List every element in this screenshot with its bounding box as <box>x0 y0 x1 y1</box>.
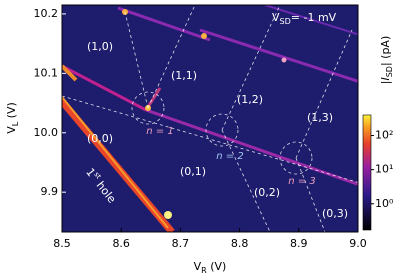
x-axis-title: VR (V) <box>194 260 227 275</box>
triple-point <box>281 57 287 63</box>
triple-point <box>201 33 207 39</box>
y-tick-label: 9.9 <box>41 185 59 198</box>
x-tick-label: 8.5 <box>53 237 71 250</box>
y-tick-label: 10.2 <box>34 7 59 20</box>
ylabel-sub: L <box>11 121 20 126</box>
region-label: (0,3) <box>322 207 348 220</box>
transition-line <box>62 64 78 82</box>
region-label: (0,1) <box>180 165 206 178</box>
y-tick-label: 10.1 <box>34 66 59 79</box>
xlabel-main: V <box>194 260 202 273</box>
ylabel-main: V <box>5 126 18 134</box>
colorbar <box>362 114 372 231</box>
transition-line <box>145 108 358 186</box>
colorbar-tick-label: 10² <box>375 129 393 142</box>
region-label: (0,0) <box>87 132 113 145</box>
guide-line <box>221 129 271 232</box>
ylabel-unit: (V) <box>5 102 18 122</box>
hole-sup: st <box>92 171 102 181</box>
region-label: (0,2) <box>254 186 280 199</box>
guide-line <box>295 157 326 232</box>
cbl-main: I <box>379 77 392 80</box>
colorbar-title: |ISD| (pA) <box>379 36 394 85</box>
guide-line <box>147 5 196 109</box>
cbl-pre: | <box>379 81 392 85</box>
x-tick-label: 8.7 <box>172 237 190 250</box>
transition-label: n = 2 <box>216 151 243 162</box>
transition-line <box>146 87 162 108</box>
heatmap <box>62 5 358 232</box>
region-label: (1,1) <box>171 69 197 82</box>
transition-circle <box>131 91 165 125</box>
triple-point <box>164 211 172 219</box>
plot-frame <box>61 4 359 233</box>
vsd-rest: = -1 mV <box>291 11 337 24</box>
colorbar-tick-label: 10⁰ <box>375 197 394 210</box>
x-tick-label: 8.6 <box>112 237 130 250</box>
y-axis-title: VL (V) <box>5 102 20 134</box>
xlabel-unit: (V) <box>207 260 227 273</box>
region-label: (1,0) <box>87 40 113 53</box>
hole-band-core <box>62 96 169 229</box>
transition-label: n = 3 <box>288 176 315 187</box>
colorbar-tick-label: 10¹ <box>375 163 393 176</box>
xlabel-sub: R <box>201 266 207 275</box>
region-label: (1,3) <box>307 111 333 124</box>
vsd-annotation: VSD= -1 mV <box>272 11 337 26</box>
guide-line <box>124 11 149 109</box>
vsd-sub: SD <box>280 17 291 26</box>
region-label: (1,2) <box>237 93 263 106</box>
x-tick-label: 8.8 <box>231 237 249 250</box>
cbl-sub: SD <box>385 66 394 77</box>
transition-line <box>62 64 147 112</box>
guide-line <box>295 29 353 159</box>
guide-line <box>62 95 358 183</box>
heatmap-background <box>62 5 358 232</box>
transition-label: n = 1 <box>146 126 173 137</box>
transition-line <box>264 5 358 36</box>
transition-circle <box>205 113 239 147</box>
x-tick-label: 9.0 <box>349 237 367 250</box>
cbl-rest: | (pA) <box>379 36 392 66</box>
guide-line <box>221 5 281 131</box>
transition-circle <box>279 141 313 175</box>
y-tick-label: 10.0 <box>34 126 59 139</box>
transition-line <box>117 6 211 42</box>
x-tick-label: 8.9 <box>290 237 308 250</box>
vsd-main: V <box>272 11 280 24</box>
